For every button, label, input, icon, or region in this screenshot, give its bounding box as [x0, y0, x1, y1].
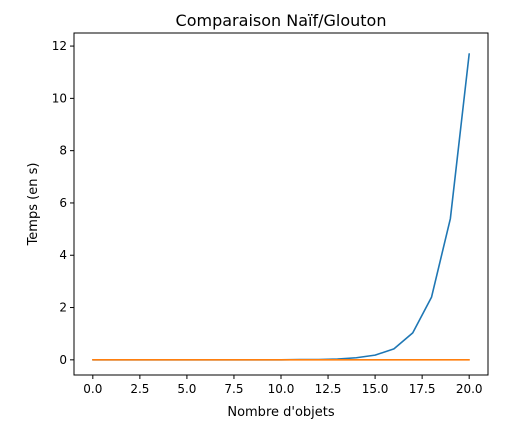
x-axis-label: Nombre d'objets [227, 405, 335, 420]
x-tick-label: 2.5 [130, 382, 149, 396]
y-axis: 0 2 4 6 8 10 12 [52, 39, 74, 367]
x-axis: 0.0 2.5 5.0 7.5 10.0 12.5 15.0 17.5 20.0 [83, 375, 483, 396]
plot-area: 0.0 2.5 5.0 7.5 10.0 12.5 15.0 17.5 20.0 0 2 4 6 8 10… [52, 32, 489, 396]
series-line-1 [92, 53, 470, 361]
x-tick-label: 0.0 [83, 382, 102, 396]
series-layer [92, 53, 470, 361]
y-tick-label: 10 [52, 91, 67, 105]
y-tick-label: 12 [52, 39, 67, 53]
chart-title: Comparaison Naïf/Glouton [176, 11, 387, 30]
x-tick-label: 15.0 [362, 382, 389, 396]
x-tick-label: 7.5 [224, 382, 243, 396]
x-tick-label: 10.0 [268, 382, 295, 396]
y-tick-label: 8 [59, 144, 67, 158]
x-tick-label: 17.5 [409, 382, 436, 396]
x-tick-label: 12.5 [315, 382, 342, 396]
y-tick-label: 4 [59, 248, 67, 262]
y-axis-label: Temps (en s) [26, 163, 41, 247]
y-tick-label: 6 [59, 196, 67, 210]
plot-frame [73, 32, 489, 376]
y-tick-label: 0 [59, 353, 67, 367]
x-tick-label: 20.0 [456, 382, 483, 396]
x-tick-label: 5.0 [177, 382, 196, 396]
y-tick-label: 2 [59, 301, 67, 315]
